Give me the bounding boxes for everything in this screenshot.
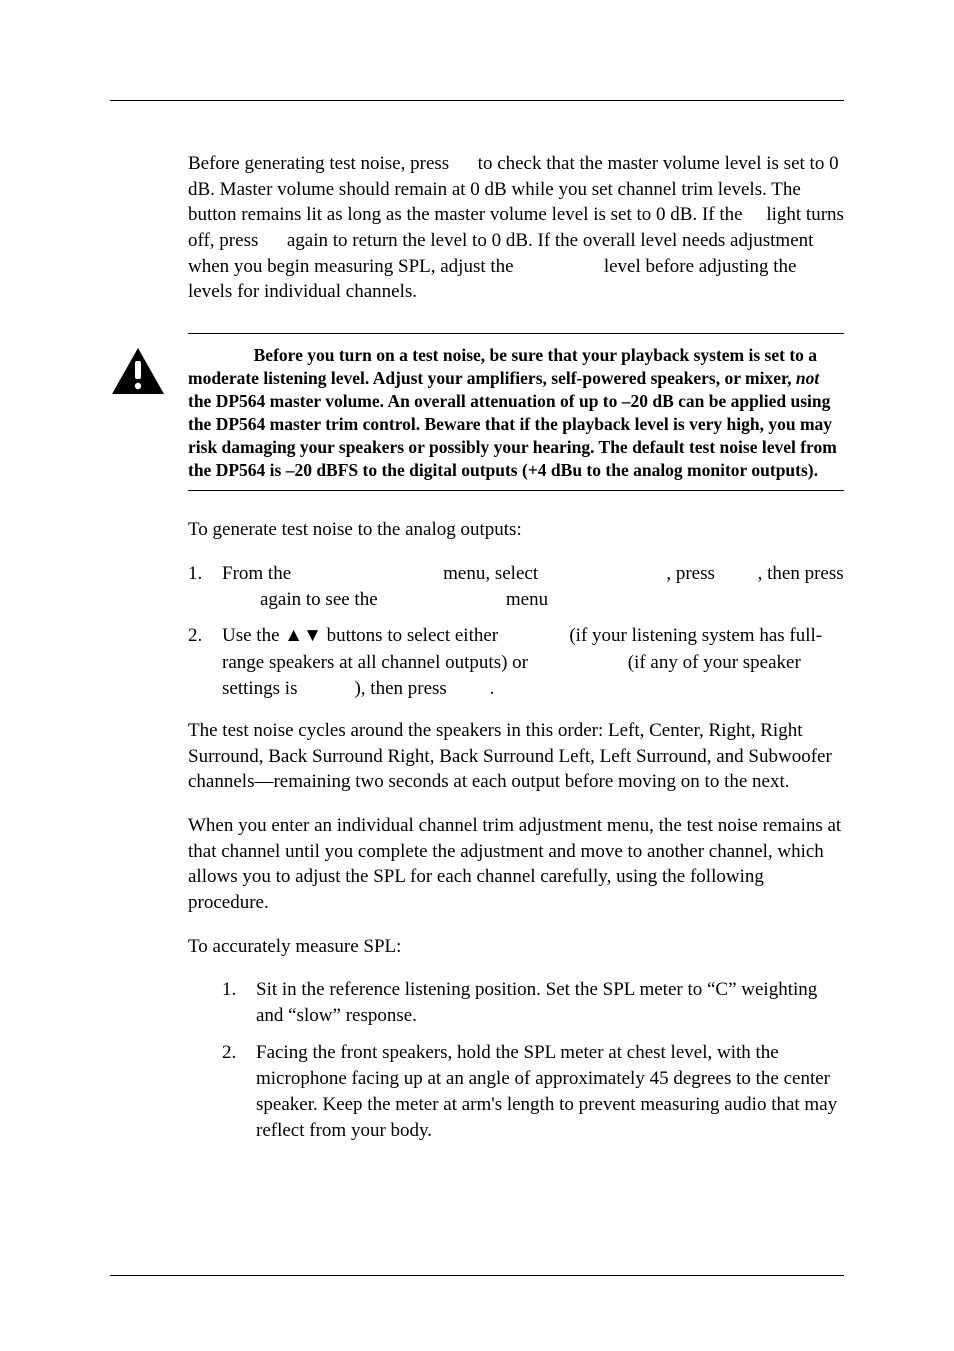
ordered-list-spl: 1. Sit in the reference listening positi…: [222, 977, 844, 1144]
list-item: 1. From the menu, select , press , then …: [188, 561, 844, 613]
ordered-list-generate: 1. From the menu, select , press , then …: [188, 561, 844, 702]
paragraph-measure-spl: To accurately measure SPL:: [188, 934, 844, 960]
paragraph-intro: Before generating test noise, press to c…: [188, 151, 844, 305]
warning-triangle-icon: [110, 344, 188, 401]
list-number: 1.: [188, 561, 222, 613]
paragraph-generate-noise: To generate test noise to the analog out…: [188, 517, 844, 543]
caution-lead: Before you turn on a test noise, be sure…: [188, 345, 817, 388]
bottom-horizontal-rule: [110, 1275, 844, 1276]
caution-text: Before you turn on a test noise, be sure…: [188, 344, 844, 483]
list-content: From the menu, select , press , then pre…: [222, 561, 844, 613]
list-number: 2.: [222, 1040, 256, 1145]
top-horizontal-rule: [110, 100, 844, 101]
caution-tail: the DP564 master volume. An overall atte…: [188, 391, 837, 480]
list-item: 1. Sit in the reference listening positi…: [222, 977, 844, 1029]
list-item: 2. Use the ▲▼ buttons to select either (…: [188, 623, 844, 702]
list-number: 2.: [188, 623, 222, 702]
list-item: 2. Facing the front speakers, hold the S…: [222, 1040, 844, 1145]
paragraph-cycle: The test noise cycles around the speaker…: [188, 718, 844, 795]
list-content: Use the ▲▼ buttons to select either (if …: [222, 623, 844, 702]
list-number: 1.: [222, 977, 256, 1029]
caution-not: not: [796, 368, 819, 388]
paragraph-individual-channel: When you enter an individual channel tri…: [188, 813, 844, 916]
caution-block: Before you turn on a test noise, be sure…: [110, 333, 844, 492]
list-content: Sit in the reference listening position.…: [256, 977, 844, 1029]
list-content: Facing the front speakers, hold the SPL …: [256, 1040, 844, 1145]
caution-bottom-rule: [188, 490, 844, 491]
